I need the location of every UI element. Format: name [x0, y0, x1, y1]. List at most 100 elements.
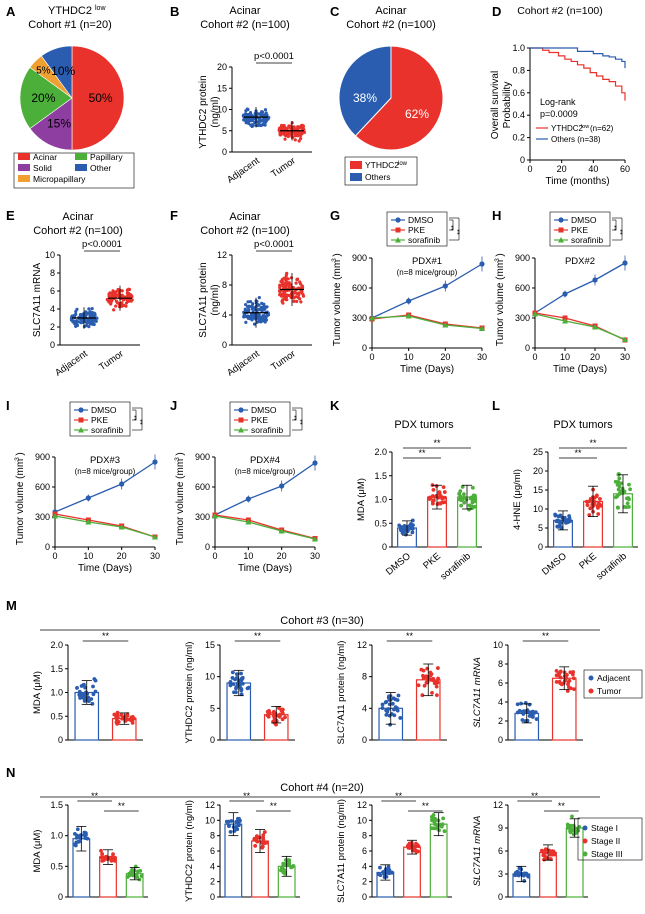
panelI-y-axis-label-sup: 3: [14, 457, 21, 461]
panelK-data-point: [434, 484, 439, 488]
panelH-x-tick-label: 10: [560, 352, 570, 362]
panelM-plot3-data-point: [572, 687, 576, 692]
panelN-plot2-y-tick-label: 2: [362, 877, 367, 887]
panelB-data-point: [286, 134, 290, 139]
panelL-sig-label: **: [574, 448, 582, 458]
panelN-plot3-y-tick-label: 9: [498, 823, 503, 833]
panelF-x-tick-label: Adjacent: [225, 348, 262, 378]
panelL-x-tick-label: DMSO: [540, 551, 569, 578]
panelF-data-point: [262, 302, 266, 306]
panelM-title: Cohort #3 (n=30): [280, 615, 363, 627]
panelM-plot3-y-axis-label: SLC7A11 mRNA: [472, 657, 483, 728]
panelN-plot1-data-point: [260, 840, 264, 845]
panelK-data-point: [441, 485, 446, 490]
panelN-plot3-data-point: [548, 852, 553, 857]
panelG-x-tick-label: 10: [404, 352, 414, 362]
panelM-plot3-data-point: [527, 710, 532, 715]
panelH-legend-box: [549, 211, 611, 247]
panelA-legend-label: Acinar: [33, 152, 57, 162]
panelF-y-tick-label: 0: [222, 340, 227, 350]
panelD-y-tick-label: 0: [520, 155, 525, 165]
panelI-data-point: [119, 481, 125, 487]
panelM-plot0-data-point: [77, 689, 82, 694]
panelI-legend-label: PKE: [91, 415, 108, 425]
panelM-legend-swatch: [588, 675, 594, 681]
panelN-plot0-sig-label: **: [118, 801, 126, 811]
panelE-data-point: [87, 325, 91, 329]
panelL-data-point: [558, 519, 562, 524]
panelK-data-point: [441, 500, 445, 505]
panelE-y-tick-label: 6: [50, 286, 55, 296]
panelJ-x-tick-label: 10: [243, 551, 253, 561]
panelL-x-tick-label: sorafinib: [594, 551, 629, 583]
panelI-data-point: [85, 495, 91, 501]
panelF-data-point: [243, 307, 247, 311]
panelM-plot3-y-tick-label: 0: [498, 735, 503, 745]
panelG-y-tick-label: 600: [352, 283, 367, 293]
panelA-pie-slice: [71, 45, 125, 151]
panelK-x-tick-label: sorafinib: [438, 551, 473, 583]
panelF-data-point: [247, 307, 251, 312]
panelM-plot1-y-tick-label: 5: [210, 703, 215, 713]
panelA-legend-swatch: [18, 175, 30, 182]
panelK-y-tick-label: 2.0: [374, 447, 387, 457]
panelF-data-point: [248, 300, 253, 304]
panelN-plot2-data-point: [378, 865, 382, 870]
panelM-plot3-y-tick-label: 10: [493, 640, 503, 650]
panelL-data-point: [617, 492, 622, 496]
panelM-plot0-data-point: [93, 689, 98, 694]
panelM-plot0-y-axis-label: MDA (μM): [32, 671, 43, 714]
panelM-plot2-data-point: [386, 707, 391, 711]
panelD-y-tick-label: 0.4: [512, 110, 525, 120]
panelM-plot2-data-point: [391, 696, 396, 701]
panelF-data-point: [261, 305, 265, 309]
panelF-data-point: [246, 316, 250, 320]
panelE-data-point: [70, 314, 74, 318]
panelF-data-point: [244, 303, 248, 307]
panelN-plot3-sig-label: **: [558, 801, 566, 811]
panelN-plot0-data-point: [85, 836, 90, 841]
panelN-plot0-data-point: [132, 869, 136, 873]
panelG-y-axis-label-sup: 3: [331, 258, 338, 262]
panelL-x-tick-label: PKE: [577, 551, 599, 572]
panelM-plot0-data-point: [112, 712, 117, 717]
panelA-pie-slice-label: 50%: [89, 91, 113, 105]
panelN-plot1-data-point: [281, 861, 286, 866]
panelN-legend-swatch: [582, 825, 588, 831]
panelJ-legend-marker: [238, 407, 244, 413]
panelG-y-tick-label: 300: [352, 313, 367, 323]
panelN-plot2-data-point: [429, 818, 434, 823]
panelN-plot2-y-tick-label: 6: [362, 846, 367, 856]
panelH-x-tick-label: 20: [590, 352, 600, 362]
panelB-data-point: [278, 129, 282, 133]
panelA-legend-label: Micropapillary: [33, 174, 86, 184]
panelB-data-point: [283, 137, 287, 141]
panelM-plot2-data-point: [388, 722, 392, 727]
panelM-plot3-data-point: [566, 682, 570, 687]
panelM-plot3-data-point: [559, 682, 564, 687]
panelM-plot2-data-point: [387, 698, 392, 702]
panelN-plot0-data-point: [99, 848, 103, 853]
panelM-plot2-y-tick-label: 12: [357, 640, 367, 650]
panelF-data-point: [296, 277, 300, 281]
panelL-data-point: [624, 496, 629, 501]
panelD-x-tick-label: 20: [557, 164, 567, 174]
panelE-data-point: [113, 290, 117, 295]
panelK-data-point: [397, 523, 402, 528]
panelB-data-point: [278, 133, 282, 137]
panelN-plot2-data-point: [386, 865, 391, 869]
panelA-legend-swatch: [75, 164, 87, 171]
panelN-plot3-data-point: [513, 871, 518, 875]
panel-label-A: A: [6, 4, 16, 19]
panelM-plot2-data-point: [421, 676, 426, 681]
panelL-data-point: [627, 505, 631, 509]
panelM-plot1-data-point: [233, 677, 237, 682]
panelN-plot3-bar: [565, 827, 584, 898]
panelN-plot0-y-axis-label: MDA (μM): [32, 830, 43, 873]
panelF-data-point: [298, 280, 302, 284]
panelE-data-point: [90, 320, 95, 324]
panelF-data-point: [246, 305, 250, 309]
panelM-plot2-data-point: [387, 694, 391, 699]
panelM-plot1-data-point: [239, 692, 244, 697]
panelA-title-sup: low: [95, 5, 106, 12]
